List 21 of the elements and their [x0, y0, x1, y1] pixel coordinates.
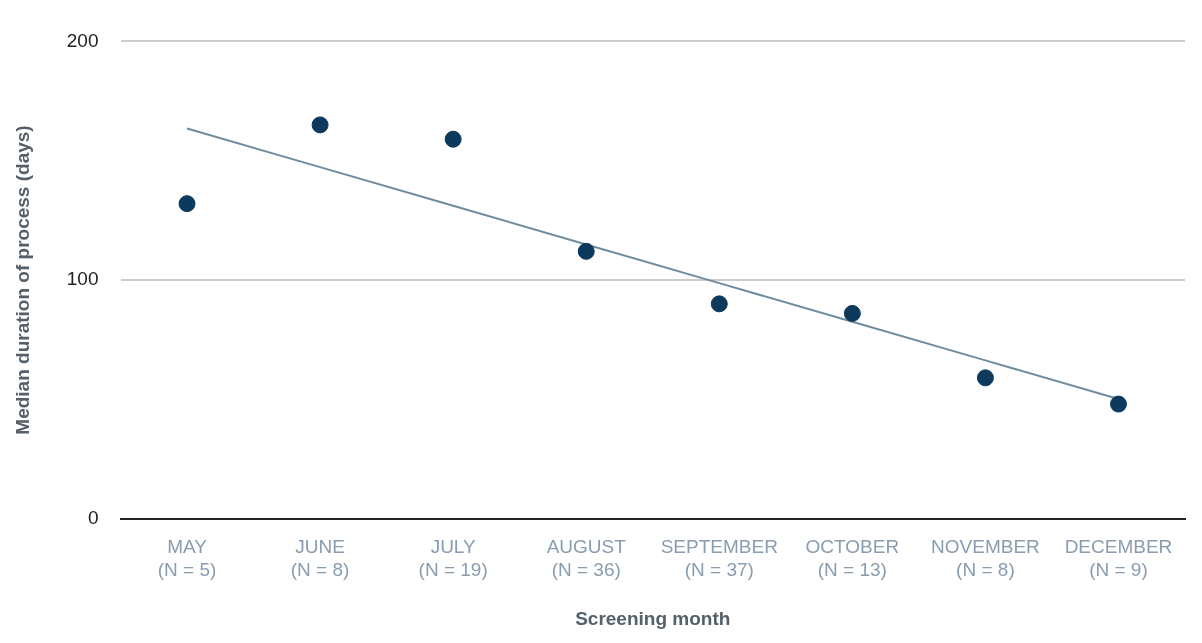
x-tick-label: AUGUST (N = 36): [546, 536, 627, 581]
y-axis-title: Median duration of process (days): [11, 125, 33, 435]
point: [1109, 395, 1127, 413]
x-axis-title: Screening month: [575, 607, 731, 629]
y-tick-label: 0: [87, 506, 99, 528]
point: [178, 195, 196, 213]
y-tick-label: 100: [66, 268, 99, 290]
x-tick-label: DECEMBER (N = 9): [1064, 536, 1173, 581]
x-tick-label: MAY (N = 5): [157, 536, 217, 581]
x-tick-label: JULY (N = 19): [418, 536, 488, 581]
point: [444, 130, 462, 148]
x-tick-label: SEPTEMBER (N = 37): [660, 536, 778, 581]
x-tick-label: NOVEMBER (N = 8): [931, 536, 1040, 581]
point: [843, 304, 861, 322]
y-tick-label: 200: [66, 29, 99, 51]
x-tick-label: JUNE (N = 8): [290, 536, 350, 581]
x-tick-label: OCTOBER (N = 13): [805, 536, 900, 581]
point: [710, 295, 728, 313]
point: [311, 116, 329, 134]
point: [577, 242, 595, 260]
point: [976, 369, 994, 387]
